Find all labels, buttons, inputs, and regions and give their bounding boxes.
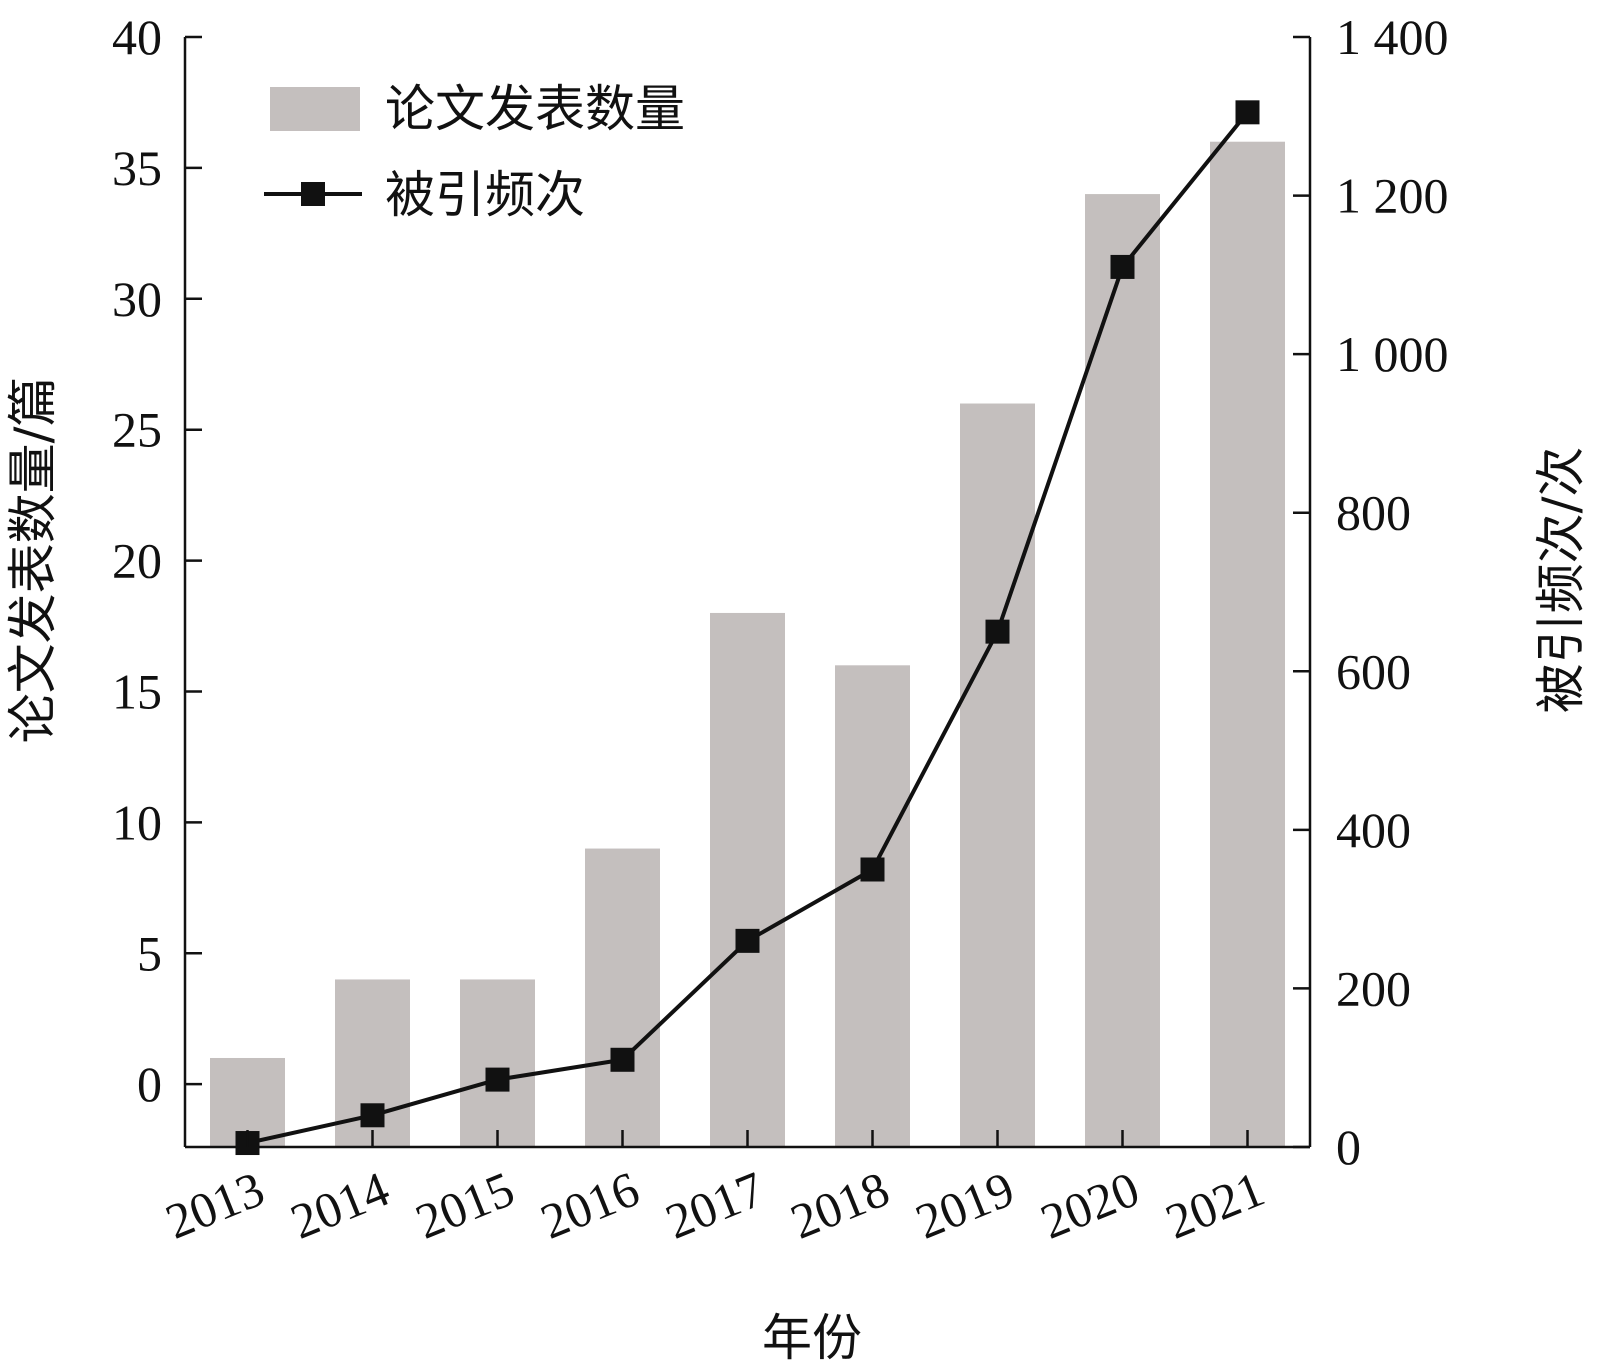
left-tick-label: 30 <box>112 271 162 327</box>
citation-point-2019 <box>985 619 1010 644</box>
bar-2019 <box>960 403 1035 1148</box>
legend-label-bars: 论文发表数量 <box>385 80 685 138</box>
right-tick-label: 0 <box>1336 1119 1361 1175</box>
citation-point-2016 <box>610 1047 635 1072</box>
x-tick-label: 2016 <box>533 1160 647 1249</box>
x-tick-label: 2017 <box>658 1160 772 1249</box>
right-tick-label: 200 <box>1336 960 1411 1016</box>
right-tick-label: 1 400 <box>1336 9 1449 65</box>
left-tick-label: 5 <box>137 925 162 981</box>
legend-bar-swatch <box>270 87 360 131</box>
y-axis-title-right: 被引频次/次 <box>1532 447 1590 714</box>
bar-2015 <box>460 979 535 1147</box>
x-axis-title: 年份 <box>762 1309 862 1363</box>
left-tick-label: 25 <box>112 402 162 458</box>
x-tick-label: 2013 <box>158 1160 272 1249</box>
right-tick-label: 1 000 <box>1336 326 1449 382</box>
x-tick-label: 2018 <box>783 1160 897 1249</box>
bars-layer <box>210 141 1285 1148</box>
citation-point-2017 <box>735 928 760 953</box>
bar-2018 <box>835 665 910 1147</box>
bar-2021 <box>1210 141 1285 1147</box>
citation-point-2021 <box>1235 100 1260 125</box>
right-tick-label: 1 200 <box>1336 168 1449 224</box>
x-tick-label: 2015 <box>408 1160 522 1249</box>
x-tick-label: 2021 <box>1158 1160 1272 1249</box>
right-tick-label: 600 <box>1336 643 1411 699</box>
bar-2017 <box>710 612 785 1147</box>
x-tick-label: 2014 <box>283 1160 397 1249</box>
bar-2016 <box>585 848 660 1147</box>
left-tick-label: 10 <box>112 794 162 850</box>
legend-marker-swatch <box>301 182 325 206</box>
right-tick-label: 800 <box>1336 485 1411 541</box>
bar-2020 <box>1085 194 1160 1148</box>
left-tick-label: 0 <box>137 1056 162 1112</box>
x-tick-label: 2019 <box>908 1160 1022 1249</box>
citation-point-2018 <box>860 857 885 882</box>
y-axis-title-left: 论文发表数量/篇 <box>4 377 62 744</box>
x-tick-label: 2020 <box>1033 1160 1147 1249</box>
legend-label-line: 被引频次 <box>385 166 585 224</box>
citation-point-2014 <box>360 1103 385 1128</box>
citation-point-2015 <box>485 1067 510 1092</box>
left-tick-label: 40 <box>112 9 162 65</box>
citation-point-2020 <box>1110 254 1135 279</box>
left-tick-label: 15 <box>112 663 162 719</box>
right-tick-label: 400 <box>1336 802 1411 858</box>
left-tick-label: 35 <box>112 140 162 196</box>
left-tick-label: 20 <box>112 533 162 589</box>
